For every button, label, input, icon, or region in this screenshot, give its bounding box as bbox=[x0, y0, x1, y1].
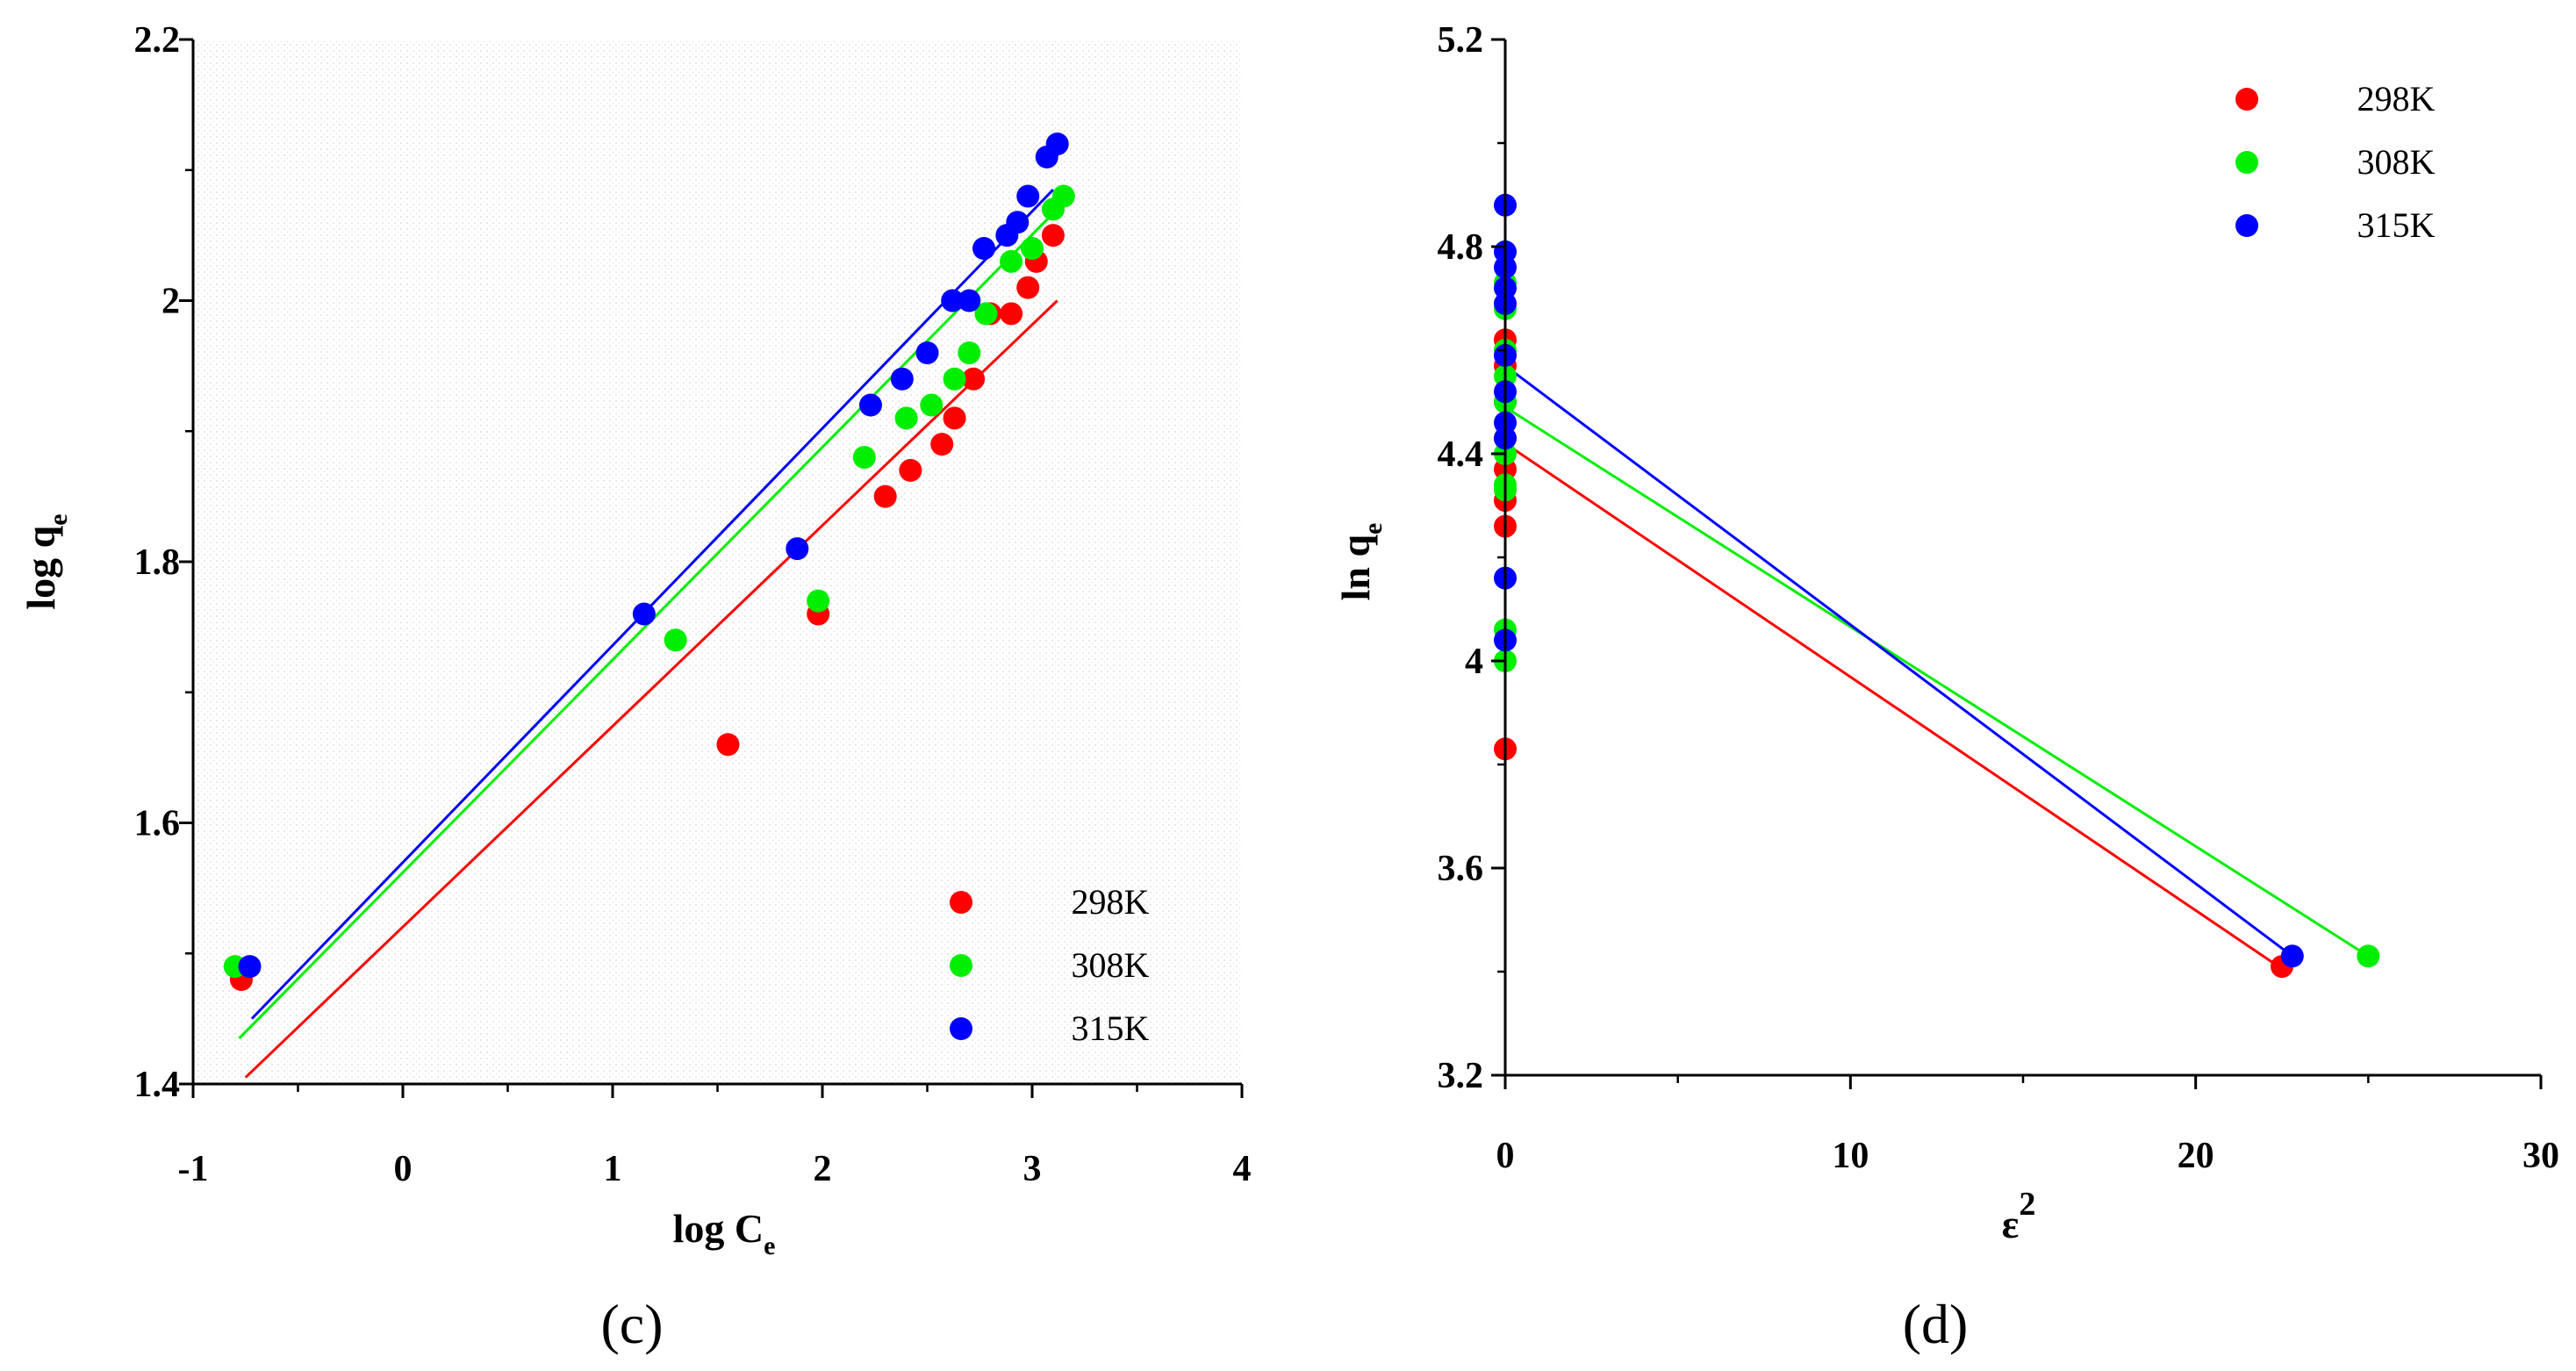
panel-c-point-315K bbox=[1016, 184, 1040, 208]
panel-c-fit-line-298K bbox=[244, 299, 1058, 1079]
panel-d-axes bbox=[1491, 38, 2543, 1089]
panel-c-point-298K bbox=[1000, 302, 1023, 326]
panel-d-tick-labels: 0 10 20 30 3.2 3.6 4 4.4 4.8 5.2 bbox=[1438, 20, 2560, 1176]
panel-c-x-tick-label: 3 bbox=[1023, 1149, 1042, 1189]
panel-c-x-tick-label: 4 bbox=[1233, 1149, 1252, 1189]
panel-c-point-298K bbox=[899, 458, 922, 482]
panel-d-x-tick-label: 20 bbox=[2178, 1136, 2214, 1176]
panel-c-x-axis-title: log Ce bbox=[673, 1206, 776, 1260]
panel-c-dotted-background bbox=[193, 39, 1242, 1084]
panel-c-point-308K bbox=[958, 341, 981, 364]
panel-c-chart: -1 0 1 2 3 4 1.4 1.6 1.8 2 2.2 298K 308K 315K log Ce… bbox=[18, 20, 1252, 1355]
panel-d-legend-label-315K: 315K bbox=[2357, 205, 2436, 245]
panel-c-y-tick-label: 1.4 bbox=[134, 1065, 181, 1105]
panel-c-point-308K bbox=[920, 393, 944, 417]
panel-c-point-308K bbox=[1000, 249, 1023, 273]
panel-c-axes bbox=[179, 38, 1244, 1098]
panel-c-y-tick-label: 1.8 bbox=[134, 542, 181, 583]
panel-c-point-315K bbox=[972, 237, 996, 260]
panel-d-legend-label-298K: 298K bbox=[2357, 79, 2436, 118]
panel-d-y-tick-label: 4 bbox=[1465, 642, 1483, 682]
panel-c-y-tick-label: 2.2 bbox=[134, 20, 181, 61]
panel-d-x-tick-label: 30 bbox=[2522, 1136, 2559, 1176]
panel-d-legend-label-308K: 308K bbox=[2357, 142, 2436, 182]
panel-c-tick-labels: -1 0 1 2 3 4 1.4 1.6 1.8 2 2.2 bbox=[134, 20, 1252, 1189]
panel-d-point-315K bbox=[2280, 944, 2304, 968]
panel-c-point-315K bbox=[632, 602, 656, 626]
panel-c-data-points bbox=[223, 133, 1075, 991]
panel-d-y-tick-label: 3.6 bbox=[1438, 849, 1484, 889]
panel-d-legend-marker-308K bbox=[2235, 151, 2258, 174]
panel-c-point-308K bbox=[974, 302, 998, 326]
panel-d-x-tick-label: 10 bbox=[1832, 1136, 1869, 1176]
panel-d-fit-line-298K bbox=[1504, 441, 2279, 968]
panel-c-point-308K bbox=[664, 628, 687, 652]
panel-c-point-315K bbox=[1045, 133, 1069, 155]
panel-c-legend: 298K 308K 315K bbox=[950, 882, 1150, 1048]
panel-c-fit-line-315K bbox=[250, 189, 1054, 1020]
panel-c-caption: (c) bbox=[600, 1293, 663, 1355]
panel-c-plot-background bbox=[193, 39, 1242, 1084]
panel-c-point-298K bbox=[930, 433, 954, 456]
panel-c-point-308K bbox=[807, 589, 830, 613]
panel-d-legend-marker-315K bbox=[2235, 214, 2258, 237]
panel-c-point-298K bbox=[873, 485, 897, 508]
panel-c-point-298K bbox=[1041, 224, 1065, 248]
panel-c-point-308K bbox=[894, 406, 918, 430]
panel-c-point-315K bbox=[915, 341, 939, 364]
panel-c-y-axis-title: log qe bbox=[18, 513, 73, 609]
panel-c-point-298K bbox=[962, 367, 986, 391]
panel-c-point-315K bbox=[786, 537, 809, 561]
panel-c-x-tick-label: 0 bbox=[394, 1149, 413, 1189]
panel-c-point-315K bbox=[890, 367, 914, 391]
panel-d-legend-marker-298K bbox=[2235, 88, 2258, 111]
panel-c-point-308K bbox=[1021, 237, 1044, 260]
panel-d-y-tick-label: 4.4 bbox=[1438, 434, 1484, 475]
panel-d-x-axis-title: ε2 bbox=[2002, 1186, 2036, 1246]
panel-c-point-315K bbox=[858, 393, 882, 417]
panel-c-point-308K bbox=[943, 367, 966, 391]
panel-c-y-tick-label: 2 bbox=[161, 282, 180, 322]
panel-d-caption: (d) bbox=[1903, 1293, 1969, 1355]
panel-d-fit-line-308K bbox=[1504, 406, 2370, 958]
panel-c-point-315K bbox=[238, 955, 262, 979]
panel-c-x-tick-label: 2 bbox=[814, 1149, 832, 1189]
panel-d-x-tick-label: 0 bbox=[1496, 1136, 1515, 1176]
panel-c-y-tick-label: 1.6 bbox=[134, 804, 181, 844]
panel-c-legend-marker-315K bbox=[950, 1017, 972, 1040]
panel-c-point-308K bbox=[1051, 184, 1075, 208]
panel-c-point-315K bbox=[958, 289, 981, 312]
panel-c-x-tick-label: -1 bbox=[178, 1149, 209, 1189]
panel-d-point-308K bbox=[2357, 944, 2380, 968]
panel-c-point-298K bbox=[1016, 276, 1040, 299]
panel-c-legend-marker-298K bbox=[950, 891, 972, 914]
panel-c-point-315K bbox=[941, 289, 965, 312]
panel-d-y-tick-label: 4.8 bbox=[1438, 227, 1484, 268]
panel-d-y-tick-label: 3.2 bbox=[1438, 1056, 1484, 1096]
panel-c-point-298K bbox=[943, 406, 966, 430]
panel-d-data-points bbox=[1494, 193, 2380, 979]
panel-c-point-298K bbox=[716, 733, 740, 757]
panel-c-point-315K bbox=[1006, 211, 1030, 234]
panel-c-legend-label-315K: 315K bbox=[1072, 1009, 1150, 1048]
panel-d-y-tick-label: 5.2 bbox=[1438, 20, 1484, 61]
panel-c-legend-marker-308K bbox=[950, 954, 972, 977]
panel-d-legend: 298K 308K 315K bbox=[2235, 79, 2436, 245]
panel-c-legend-label-298K: 298K bbox=[1072, 882, 1150, 922]
panel-d-fit-lines bbox=[1504, 364, 2370, 968]
panel-c-point-308K bbox=[852, 446, 876, 469]
panel-d-fit-line-315K bbox=[1504, 364, 2293, 958]
panel-c-legend-label-308K: 308K bbox=[1072, 945, 1150, 985]
panel-c-x-tick-label: 1 bbox=[604, 1149, 622, 1189]
panel-d-y-axis-title: ln qe bbox=[1333, 523, 1388, 601]
